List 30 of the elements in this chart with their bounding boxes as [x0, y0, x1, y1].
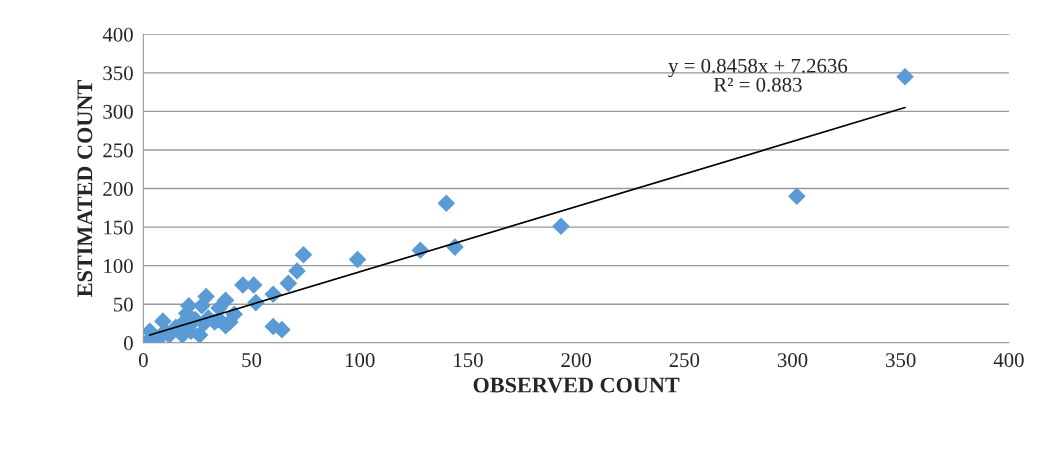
y-tick-label: 250 — [103, 143, 133, 158]
x-tick-label: 0 — [138, 353, 148, 368]
annotation: y = 0.8458x + 7.2636 R² = 0.883 — [668, 58, 848, 92]
x-tick-label: 300 — [777, 353, 808, 368]
x-axis-title: OBSERVED COUNT — [473, 377, 680, 393]
x-tick-label: 100 — [345, 353, 375, 368]
point — [279, 274, 298, 293]
x-tick-label: 400 — [993, 353, 1024, 368]
x-tick-label: 250 — [669, 353, 700, 368]
point — [294, 246, 313, 264]
point — [288, 262, 306, 280]
y-tick-label: 350 — [103, 66, 133, 81]
y-tick-label: 150 — [104, 220, 133, 235]
y-axis-title: ESTIMATED COUNT — [77, 80, 93, 297]
point — [896, 67, 914, 86]
y-tick-label: 200 — [103, 181, 133, 196]
point — [552, 217, 570, 236]
y-tick-label: 100 — [104, 259, 133, 274]
point — [348, 250, 367, 269]
x-tick-label: 350 — [886, 353, 916, 368]
y-tick-label: 300 — [103, 104, 133, 119]
point — [788, 187, 806, 206]
x-tick-label: 200 — [561, 353, 591, 368]
x-tick-label: 50 — [242, 353, 262, 368]
y-tick-label: 50 — [114, 297, 133, 312]
point — [273, 320, 291, 339]
point — [437, 194, 456, 212]
y-tick-label: 0 — [124, 336, 133, 351]
x-tick-label: 150 — [454, 353, 483, 368]
y-tick-label: 400 — [102, 27, 133, 42]
